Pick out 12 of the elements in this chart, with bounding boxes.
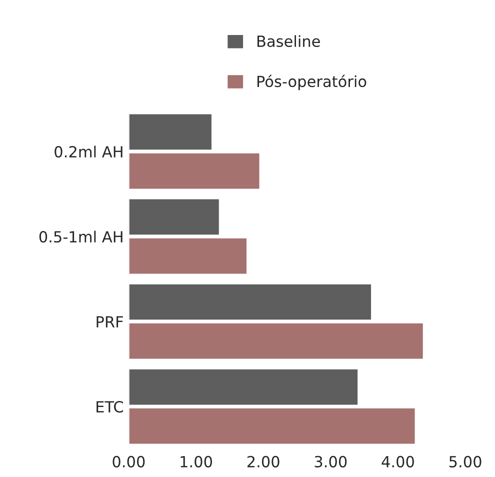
x-tick-label: 2.00 bbox=[247, 456, 280, 468]
y-tick-label: PRF bbox=[96, 316, 123, 328]
y-tick-label: 0.2ml AH bbox=[54, 146, 122, 158]
y-tick-label: ETC bbox=[96, 401, 124, 413]
x-tick-label: 0.00 bbox=[112, 456, 145, 468]
x-tick-label: 3.00 bbox=[314, 456, 347, 468]
legend-label: Pós-operatório bbox=[257, 74, 366, 90]
x-tick-label: 1.00 bbox=[180, 456, 212, 468]
x-tick-label: 4.00 bbox=[382, 456, 414, 468]
x-tick-label: 5.00 bbox=[449, 456, 482, 468]
y-tick-label: 0.5-1ml AH bbox=[39, 230, 122, 243]
legend-label: Baseline bbox=[257, 35, 320, 48]
